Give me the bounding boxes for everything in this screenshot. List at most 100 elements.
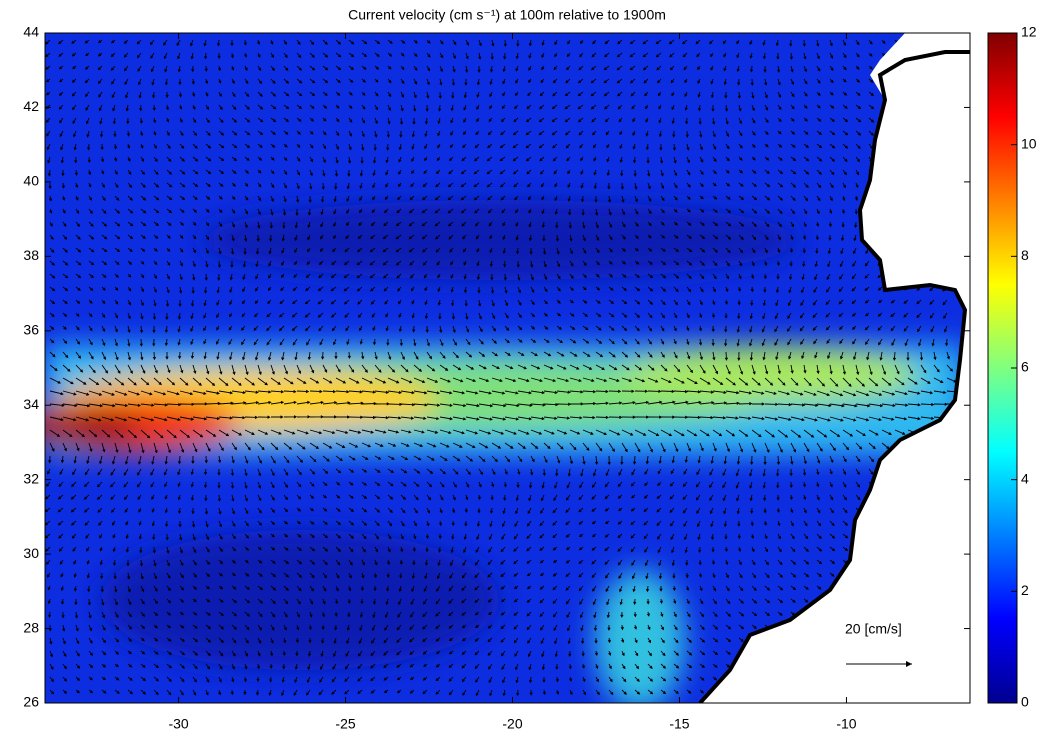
velocity-arrow (231, 182, 236, 187)
velocity-arrow (815, 234, 819, 241)
velocity-arrow (386, 143, 390, 151)
velocity-arrow (88, 429, 98, 438)
velocity-arrow (344, 676, 350, 682)
velocity-arrow (230, 40, 234, 47)
velocity-arrow (686, 169, 691, 176)
velocity-arrow (763, 286, 767, 293)
velocity-arrow (556, 273, 561, 280)
velocity-arrow (738, 260, 743, 267)
velocity-arrow (515, 234, 519, 241)
velocity-arrow (335, 559, 341, 566)
velocity-arrow (218, 143, 225, 149)
velocity-arrow (140, 130, 144, 137)
velocity-arrow (621, 273, 627, 278)
velocity-arrow (530, 351, 538, 356)
velocity-arrow (776, 481, 780, 489)
velocity-arrow (75, 416, 90, 422)
velocity-arrow (270, 143, 276, 148)
velocity-arrow (565, 533, 571, 538)
velocity-arrow (697, 104, 702, 112)
velocity-arrow (205, 611, 211, 616)
velocity-arrow (400, 507, 406, 514)
velocity-arrow (490, 273, 494, 281)
velocity-arrow (192, 91, 196, 98)
velocity-arrow (633, 598, 637, 606)
velocity-arrow (62, 364, 71, 372)
velocity-arrow (140, 299, 144, 307)
velocity-arrow (400, 91, 404, 98)
velocity-arrow (73, 572, 77, 578)
velocity-arrow (699, 401, 715, 405)
velocity-arrow (296, 169, 300, 176)
velocity-arrow (114, 637, 120, 643)
velocity-arrow (777, 130, 782, 135)
velocity-arrow (920, 416, 935, 420)
velocity-arrow (500, 195, 506, 201)
velocity-arrow (348, 364, 355, 373)
velocity-arrow (568, 650, 572, 658)
velocity-arrow (477, 494, 481, 501)
velocity-arrow (504, 377, 517, 383)
velocity-arrow (306, 676, 311, 684)
velocity-arrow (346, 195, 350, 202)
velocity-arrow (552, 611, 558, 618)
velocity-arrow (257, 598, 263, 604)
velocity-arrow (660, 286, 667, 292)
velocity-arrow (140, 689, 146, 695)
velocity-arrow (530, 429, 543, 435)
velocity-arrow (101, 312, 106, 318)
velocity-arrow (890, 325, 896, 332)
velocity-arrow (101, 260, 108, 266)
velocity-arrow (569, 364, 580, 370)
velocity-arrow (621, 299, 628, 305)
velocity-arrow (478, 299, 482, 307)
velocity-arrow (595, 247, 600, 254)
velocity-arrow (348, 481, 354, 486)
velocity-arrow (62, 260, 69, 266)
velocity-arrow (789, 39, 793, 47)
velocity-arrow (463, 130, 467, 136)
velocity-arrow (398, 169, 402, 175)
velocity-arrow (243, 39, 247, 46)
velocity-arrow (724, 338, 728, 347)
velocity-arrow (88, 260, 95, 266)
velocity-arrow (501, 598, 506, 603)
velocity-arrow (826, 338, 831, 344)
velocity-arrow (881, 390, 896, 396)
velocity-arrow (374, 377, 387, 384)
velocity-arrow (257, 78, 263, 85)
velocity-arrow (554, 650, 558, 658)
velocity-arrow (398, 325, 402, 333)
velocity-arrow (816, 559, 823, 565)
velocity-arrow (929, 312, 935, 319)
velocity-arrow (269, 663, 273, 669)
velocity-arrow (541, 481, 545, 489)
velocity-arrow (890, 299, 896, 304)
velocity-arrow (579, 143, 584, 149)
velocity-arrow (49, 403, 65, 407)
velocity-arrow (673, 312, 678, 319)
velocity-arrow (309, 572, 315, 579)
velocity-arrow (434, 208, 441, 214)
velocity-arrow (855, 52, 860, 58)
velocity-arrow (827, 351, 831, 360)
velocity-arrow (422, 195, 428, 201)
velocity-arrow (435, 169, 441, 175)
velocity-arrow (268, 260, 272, 267)
velocity-arrow (319, 338, 324, 346)
velocity-arrow (192, 663, 198, 670)
velocity-arrow (332, 234, 337, 239)
velocity-arrow (790, 182, 797, 188)
velocity-arrow (478, 338, 484, 345)
velocity-arrow (629, 78, 636, 84)
velocity-arrow (473, 195, 480, 201)
velocity-arrow (320, 221, 324, 228)
velocity-arrow (461, 598, 467, 604)
velocity-arrow (400, 481, 407, 487)
colorbar-tick-label: 12 (1021, 24, 1037, 40)
velocity-arrow (348, 442, 359, 448)
velocity-arrow (165, 91, 169, 99)
velocity-arrow (398, 598, 402, 606)
velocity-arrow (296, 39, 301, 46)
velocity-arrow (179, 182, 186, 188)
